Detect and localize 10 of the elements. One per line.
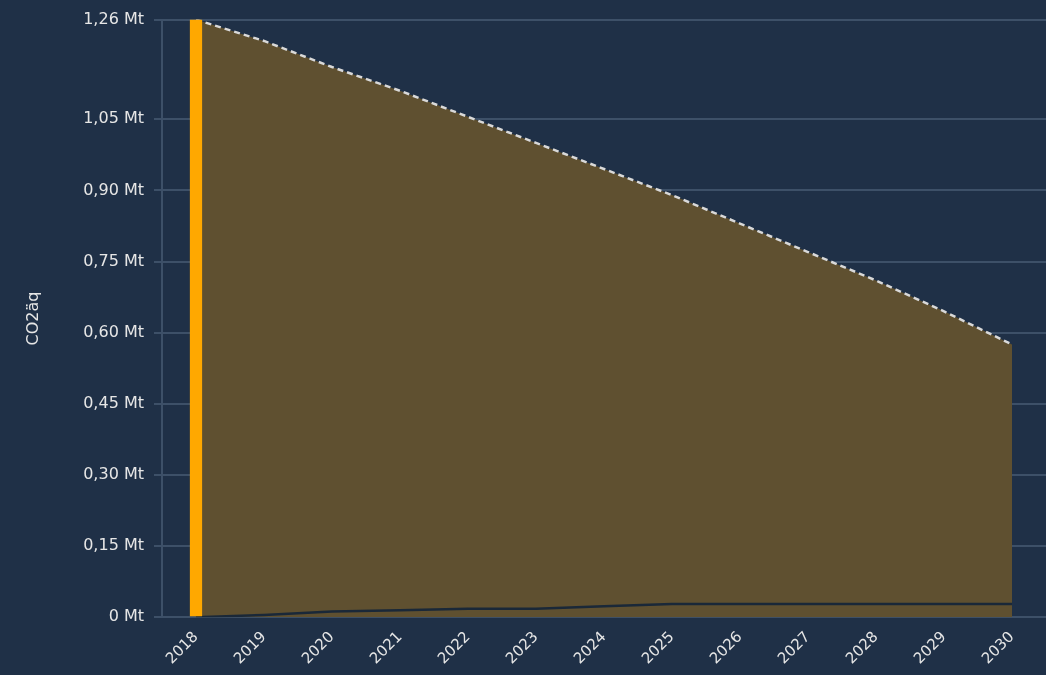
y-tick-label: 0,60 Mt — [83, 321, 144, 341]
y-tick-label: 0,75 Mt — [83, 250, 144, 270]
y-tick-label: 0,15 Mt — [83, 535, 144, 555]
y-tick-label: 0,30 Mt — [83, 464, 144, 484]
y-tick-label: 0,90 Mt — [83, 179, 144, 199]
y-tick-label: 1,26 Mt — [83, 8, 144, 28]
y-tick-label: 1,05 Mt — [83, 108, 144, 128]
y-tick-label: 0,45 Mt — [83, 392, 144, 412]
y-tick-label: 0 Mt — [108, 606, 144, 626]
y-axis-title: CO2äq — [22, 291, 42, 346]
